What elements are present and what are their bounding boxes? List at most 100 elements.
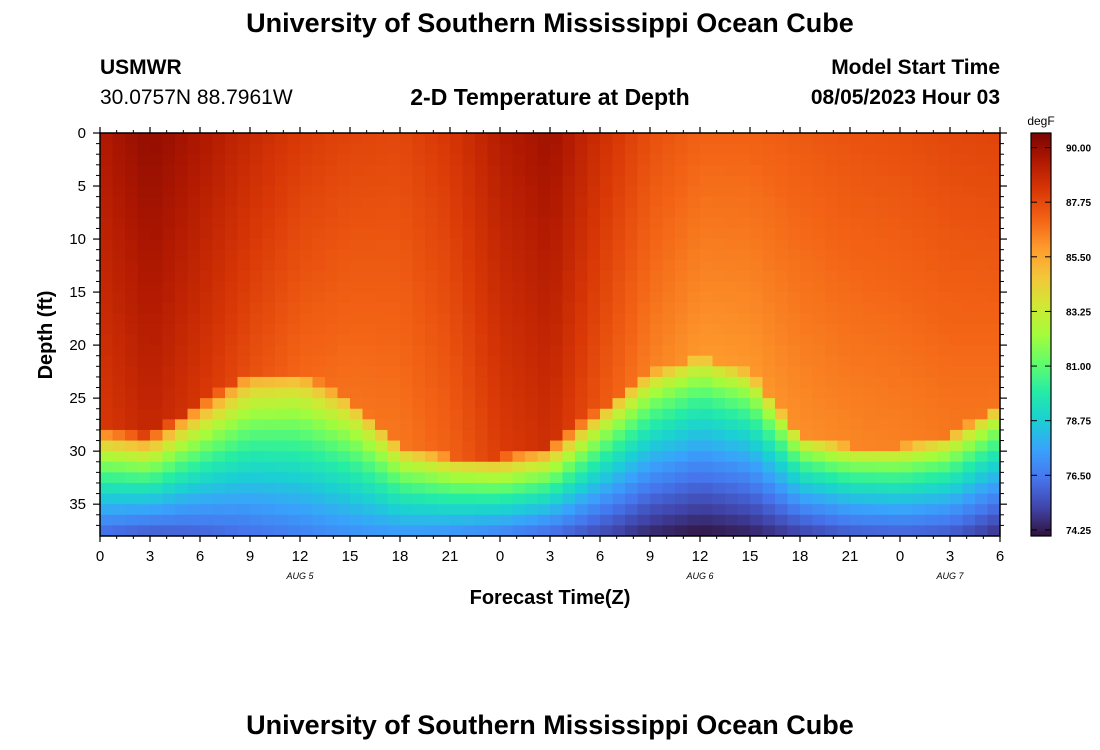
heatmap-cell [537, 228, 551, 240]
heatmap-cell [837, 376, 851, 389]
heatmap-cell [375, 366, 389, 378]
heatmap-cell [875, 419, 889, 431]
heatmap-cell [625, 239, 639, 251]
heatmap-cell [937, 408, 951, 420]
heatmap-cell [512, 323, 526, 336]
heatmap-cell [425, 408, 439, 420]
heatmap-cell [187, 323, 201, 336]
heatmap-cell [987, 504, 1000, 516]
heatmap-cell [112, 154, 126, 166]
heatmap-cell [225, 334, 239, 346]
heatmap-cell [762, 323, 776, 336]
heatmap-cell [550, 260, 564, 272]
heatmap-cell [925, 239, 939, 251]
heatmap-cell [112, 366, 126, 378]
heatmap-cell [550, 419, 564, 431]
heatmap-cell [925, 164, 939, 177]
heatmap-cell [337, 207, 351, 219]
heatmap-cell [362, 239, 376, 251]
heatmap-cell [112, 302, 126, 314]
heatmap-cell [800, 398, 814, 410]
heatmap-cell [200, 472, 214, 484]
heatmap-cell [487, 175, 501, 187]
heatmap-cell [900, 249, 914, 261]
heatmap-cell [662, 186, 676, 198]
heatmap-cell [300, 228, 314, 240]
heatmap-cell [725, 228, 739, 240]
heatmap-cell [425, 451, 439, 463]
heatmap-cell [287, 408, 301, 420]
heatmap-cell [462, 504, 476, 516]
heatmap-cell [512, 451, 526, 463]
heatmap-cell [937, 398, 951, 410]
heatmap-cell [250, 419, 264, 431]
heatmap-cell [475, 281, 489, 293]
heatmap-cell [900, 239, 914, 251]
heatmap-cell [287, 504, 301, 516]
heatmap-cell [325, 175, 339, 187]
heatmap-cell [175, 345, 189, 357]
heatmap-cell [575, 239, 589, 251]
heatmap-cell [487, 207, 501, 219]
heatmap-cell [362, 461, 376, 473]
heatmap-cell [612, 334, 626, 346]
heatmap-cell [287, 228, 301, 240]
heatmap-cell [150, 387, 164, 399]
heatmap-cell [750, 366, 764, 378]
heatmap-cell [537, 440, 551, 452]
heatmap-cell [262, 313, 276, 325]
heatmap-cell [625, 260, 639, 272]
heatmap-cell [187, 376, 201, 389]
heatmap-cell [875, 302, 889, 314]
heatmap-cell [150, 408, 164, 420]
heatmap-cell [650, 260, 664, 272]
station-id: USMWR [100, 56, 182, 79]
heatmap-cell [100, 504, 114, 516]
heatmap-cell [100, 217, 114, 230]
heatmap-cell [362, 398, 376, 410]
heatmap-cell [600, 260, 614, 272]
heatmap-cell [725, 154, 739, 166]
heatmap-cell [675, 451, 689, 463]
heatmap-cell [725, 281, 739, 293]
heatmap-cell [975, 366, 989, 378]
heatmap-cell [375, 398, 389, 410]
heatmap-cell [300, 493, 314, 505]
heatmap-cell [675, 504, 689, 516]
heatmap-cell [212, 398, 226, 410]
heatmap-cell [875, 281, 889, 293]
heatmap-cell [562, 376, 576, 389]
heatmap-cell [850, 164, 864, 177]
heatmap-cell [287, 461, 301, 473]
heatmap-cell [300, 175, 314, 187]
heatmap-cell [687, 217, 701, 230]
heatmap-cell [412, 493, 426, 505]
heatmap-cell [137, 260, 151, 272]
heatmap-cell [562, 461, 576, 473]
heatmap-cell [900, 334, 914, 346]
heatmap-cell [350, 461, 364, 473]
heatmap-cell [537, 292, 551, 304]
heatmap-cell [975, 175, 989, 187]
heatmap-cell [375, 504, 389, 516]
heatmap-cell [662, 504, 676, 516]
heatmap-cell [950, 196, 964, 208]
heatmap-cell [400, 345, 414, 357]
heatmap-cell [462, 186, 476, 198]
heatmap-cell [850, 154, 864, 166]
heatmap-cell [187, 270, 201, 283]
heatmap-cell [437, 419, 451, 431]
heatmap-cell [425, 345, 439, 357]
heatmap-cell [950, 143, 964, 155]
heatmap-cell [337, 133, 351, 145]
heatmap-cell [462, 366, 476, 378]
heatmap-cell [537, 302, 551, 314]
heatmap-cell [725, 260, 739, 272]
heatmap-cell [612, 440, 626, 452]
heatmap-cell [875, 472, 889, 484]
heatmap-cell [675, 472, 689, 484]
heatmap-cell [700, 281, 714, 293]
heatmap-cell [300, 514, 314, 526]
heatmap-cells [100, 133, 1000, 536]
heatmap-cell [737, 366, 751, 378]
